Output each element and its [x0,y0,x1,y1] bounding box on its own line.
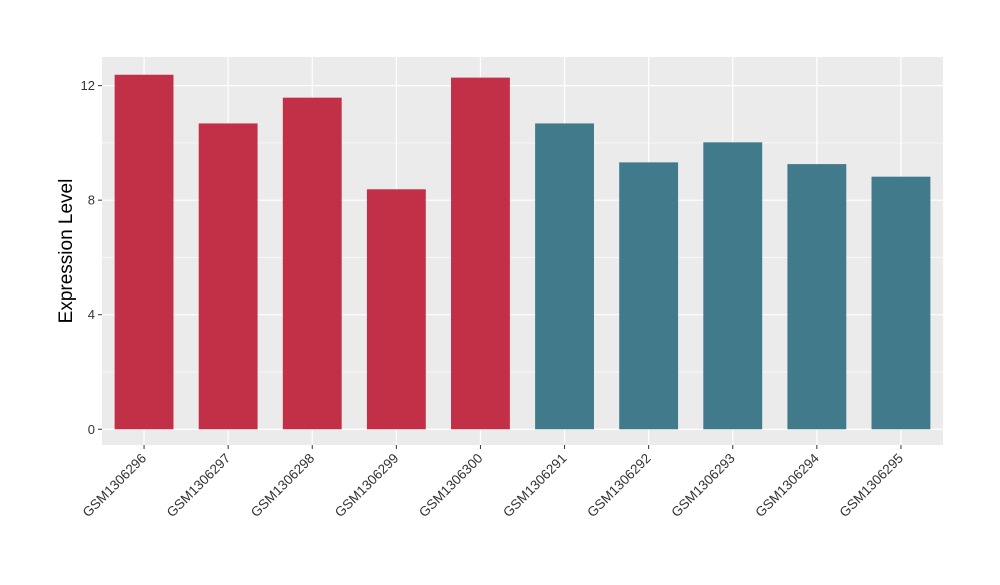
x-tick-label: GSM1306291 [500,451,570,521]
x-tick-label: GSM1306299 [332,451,402,521]
bar [451,77,510,430]
x-tick-label: GSM1306293 [668,451,738,521]
y-tick-label: 4 [88,307,95,322]
bars [114,74,931,430]
x-tick-label: GSM1306295 [837,451,907,521]
bar [787,164,847,430]
bar [703,142,763,430]
bar [114,74,174,430]
y-axis-label: Expression Level [56,179,77,324]
x-tick-label: GSM1306296 [80,451,150,521]
x-tick-label: GSM1306294 [752,450,822,520]
x-tick-label: GSM1306298 [248,451,318,521]
x-tick-label: GSM1306297 [164,451,234,521]
x-tick-label: GSM1306292 [584,451,654,521]
y-tick-label: 12 [81,78,95,93]
bar [871,176,931,430]
x-tick-label: GSM1306300 [416,451,486,521]
bar [535,123,594,430]
bar [619,162,679,430]
bar [366,189,426,430]
y-tick-label: 0 [88,422,95,437]
bar [282,97,342,430]
bar [198,123,258,430]
y-axis: 0 4 8 12 [81,78,102,437]
x-axis: GSM1306296 GSM1306297 GSM1306298 GSM1306299… [80,445,906,520]
y-tick-label: 8 [88,193,95,208]
